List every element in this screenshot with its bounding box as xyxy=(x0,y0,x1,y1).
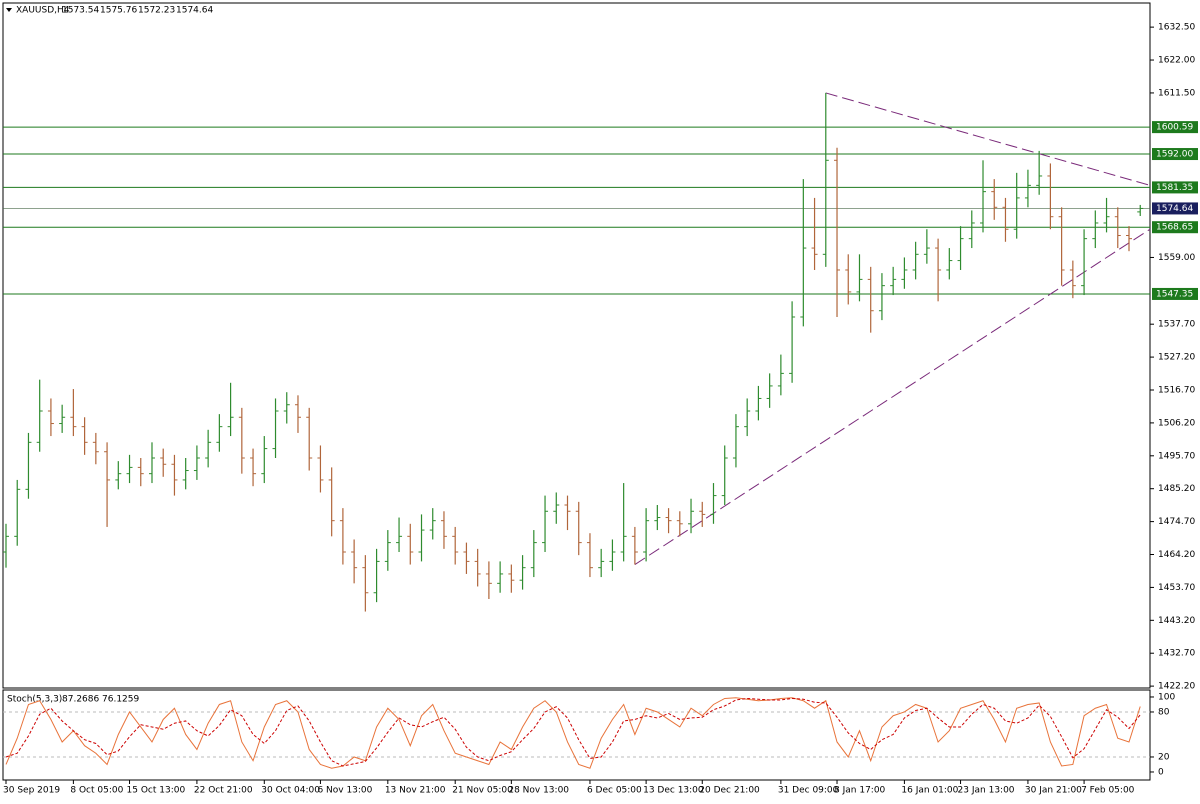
x-tick-label: 21 Nov 05:00 xyxy=(452,786,513,796)
x-tick-label: 7 Feb 05:00 xyxy=(1081,786,1135,796)
y-tick-label: 80 xyxy=(1158,707,1170,717)
y-tick-label: 1432.70 xyxy=(1158,649,1195,659)
level-tag xyxy=(1152,221,1198,234)
level-label: 1581.35 xyxy=(1156,183,1193,193)
y-tick-label: 1506.20 xyxy=(1158,418,1195,428)
current-price-tag xyxy=(1152,202,1198,215)
y-tick-label: 100 xyxy=(1158,692,1175,702)
y-tick-label: 1464.20 xyxy=(1158,550,1195,560)
x-tick-label: 8 Jan 17:00 xyxy=(834,786,886,796)
y-tick-label: 1632.50 xyxy=(1158,23,1195,33)
x-tick-label: 30 Sep 2019 xyxy=(3,786,60,796)
x-tick-label: 28 Nov 13:00 xyxy=(508,786,569,796)
trendline xyxy=(634,228,1151,565)
trendline xyxy=(825,92,1151,186)
y-tick-label: 1611.50 xyxy=(1158,88,1195,98)
header-value: 1574.64 xyxy=(176,6,213,16)
symbol: XAUUSD,H4 xyxy=(16,6,70,16)
current-price-label: 1574.64 xyxy=(1156,204,1193,214)
menu-arrow xyxy=(6,8,12,12)
y-tick-label: 1537.70 xyxy=(1158,320,1195,330)
header-value: 1575.76 xyxy=(100,6,137,16)
y-tick-label: 1495.70 xyxy=(1158,451,1195,461)
x-tick-label: 16 Jan 01:00 xyxy=(901,786,958,796)
level-tag xyxy=(1152,287,1198,300)
indicator-value: 87.2686 xyxy=(62,695,99,705)
indicator-value: 76.1259 xyxy=(102,695,139,705)
y-tick-label: 1527.20 xyxy=(1158,353,1195,363)
stoch-line xyxy=(5,697,1141,767)
x-tick-label: 23 Jan 13:00 xyxy=(958,786,1015,796)
y-tick-label: 1422.20 xyxy=(1158,682,1195,692)
y-tick-label: 1485.20 xyxy=(1158,484,1195,494)
x-tick-label: 30 Jan 21:00 xyxy=(1025,786,1082,796)
y-tick-label: 1474.70 xyxy=(1158,517,1195,527)
y-tick-label: 1443.20 xyxy=(1158,616,1195,626)
y-tick-label: 0 xyxy=(1158,767,1164,777)
x-tick-label: 6 Nov 13:00 xyxy=(317,786,372,796)
header-value: 1573.54 xyxy=(62,6,99,16)
x-tick-label: 31 Dec 09:00 xyxy=(778,786,839,796)
x-tick-label: 8 Oct 05:00 xyxy=(70,786,123,796)
header-value: 1572.23 xyxy=(138,6,175,16)
x-tick-label: 13 Nov 21:00 xyxy=(385,786,446,796)
level-tag xyxy=(1152,181,1198,194)
x-tick-label: 22 Oct 21:00 xyxy=(194,786,253,796)
y-tick-label: 20 xyxy=(1158,752,1170,762)
level-label: 1547.35 xyxy=(1156,289,1193,299)
x-tick-label: 6 Dec 05:00 xyxy=(587,786,642,796)
x-tick-label: 13 Dec 13:00 xyxy=(643,786,704,796)
level-tag xyxy=(1152,121,1198,134)
x-tick-label: 20 Dec 21:00 xyxy=(699,786,760,796)
x-tick-label: 30 Oct 04:00 xyxy=(261,786,320,796)
y-tick-label: 1559.00 xyxy=(1158,253,1195,263)
y-tick-label: 1453.70 xyxy=(1158,583,1195,593)
level-label: 1592.00 xyxy=(1156,150,1193,160)
y-tick-label: 1516.70 xyxy=(1158,385,1195,395)
main-frame xyxy=(2,2,1151,689)
y-tick-label: 1622.00 xyxy=(1158,56,1195,66)
stoch-line xyxy=(5,697,1141,769)
x-tick-label: 15 Oct 13:00 xyxy=(127,786,186,796)
level-tag xyxy=(1152,148,1198,161)
indicator-name: Stoch(5,3,3) xyxy=(7,695,62,705)
level-label: 1568.65 xyxy=(1156,223,1193,233)
level-label: 1600.59 xyxy=(1156,123,1193,133)
